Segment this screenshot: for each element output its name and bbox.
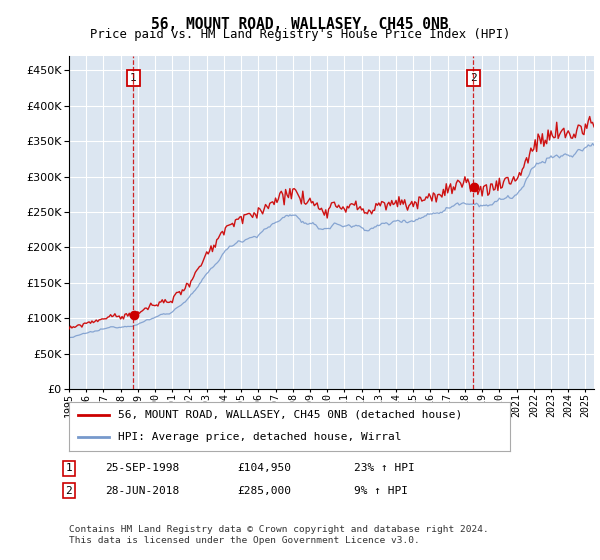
Text: 1: 1: [130, 73, 137, 83]
Text: 2: 2: [470, 73, 476, 83]
Text: £285,000: £285,000: [237, 486, 291, 496]
Text: HPI: Average price, detached house, Wirral: HPI: Average price, detached house, Wirr…: [118, 432, 401, 442]
Text: 2: 2: [65, 486, 73, 496]
Text: £104,950: £104,950: [237, 463, 291, 473]
Text: Price paid vs. HM Land Registry's House Price Index (HPI): Price paid vs. HM Land Registry's House …: [90, 28, 510, 41]
Text: 9% ↑ HPI: 9% ↑ HPI: [354, 486, 408, 496]
Text: 1: 1: [65, 463, 73, 473]
Text: 25-SEP-1998: 25-SEP-1998: [105, 463, 179, 473]
Text: 56, MOUNT ROAD, WALLASEY, CH45 0NB (detached house): 56, MOUNT ROAD, WALLASEY, CH45 0NB (deta…: [118, 410, 462, 420]
Text: 56, MOUNT ROAD, WALLASEY, CH45 0NB: 56, MOUNT ROAD, WALLASEY, CH45 0NB: [151, 17, 449, 32]
Text: Contains HM Land Registry data © Crown copyright and database right 2024.
This d: Contains HM Land Registry data © Crown c…: [69, 525, 489, 545]
Text: 23% ↑ HPI: 23% ↑ HPI: [354, 463, 415, 473]
Text: 28-JUN-2018: 28-JUN-2018: [105, 486, 179, 496]
